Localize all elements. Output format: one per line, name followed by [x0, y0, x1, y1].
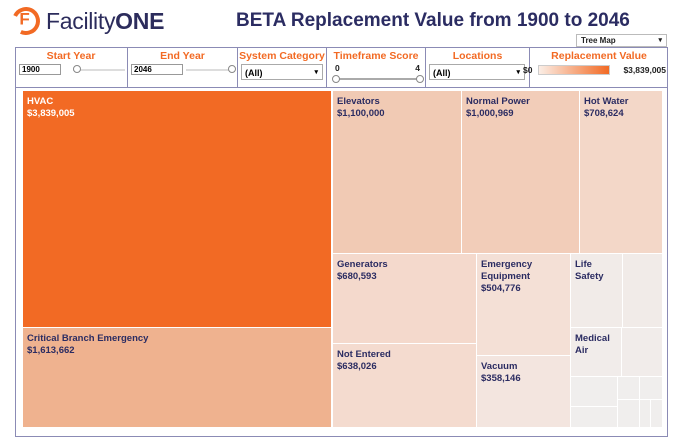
treemap-cell-small[interactable]: [570, 376, 618, 407]
cell-value: $358,146: [481, 373, 521, 384]
end-year-handle[interactable]: [228, 65, 236, 73]
cell-name: Vacuum: [481, 361, 518, 372]
cell-value: $3,839,005: [27, 108, 75, 119]
filter-bar: Start Year 1900 End Year 2046 System Cat…: [15, 47, 668, 88]
start-year-filter: Start Year 1900: [15, 47, 128, 87]
cell-value: $708,624: [584, 108, 624, 119]
legend-min: $0: [523, 65, 533, 75]
cell-value: $1,613,662: [27, 345, 75, 356]
page-title: BETA Replacement Value from 1900 to 2046: [236, 10, 630, 31]
logo-text-bold: ONE: [115, 7, 165, 34]
system-category-label: System Category: [239, 50, 325, 62]
cell-value: $504,776: [481, 283, 521, 294]
timeframe-min: 0: [335, 63, 340, 73]
treemap-cell-small[interactable]: [621, 327, 663, 377]
system-category-filter: System Category (All) ▾: [238, 47, 327, 87]
cell-name: Life Safety: [575, 259, 604, 282]
treemap-cell-normal-power[interactable]: Normal Power $1,000,969: [461, 90, 580, 254]
end-year-filter: End Year 2046: [128, 47, 238, 87]
end-year-slider[interactable]: [186, 69, 232, 71]
start-year-handle[interactable]: [73, 65, 81, 73]
timeframe-slider[interactable]: [335, 78, 419, 80]
treemap-cell-small[interactable]: [570, 406, 618, 428]
cell-name: Hot Water: [584, 96, 629, 107]
view-selector[interactable]: Tree Map ▾: [576, 34, 667, 47]
start-year-slider[interactable]: [73, 69, 125, 71]
system-category-dropdown[interactable]: (All) ▾: [241, 64, 323, 80]
treemap-cell-hot-water[interactable]: Hot Water $708,624: [579, 90, 663, 254]
treemap-cell-vacuum[interactable]: Vacuum $358,146: [476, 355, 571, 428]
cell-value: $638,026: [337, 361, 377, 372]
cell-name: Generators: [337, 259, 388, 270]
treemap-cell-small[interactable]: [622, 253, 663, 328]
cell-name: HVAC: [27, 96, 54, 107]
cell-name: Critical Branch Emergency: [27, 333, 149, 344]
locations-dropdown[interactable]: (All) ▾: [429, 64, 525, 80]
end-year-label: End Year: [160, 50, 205, 62]
chevron-down-icon: ▾: [658, 37, 662, 44]
system-category-value: (All): [245, 68, 263, 78]
start-year-label: Start Year: [46, 50, 96, 62]
cell-name: Elevators: [337, 96, 380, 107]
replacement-value-label: Replacement Value: [551, 50, 647, 62]
timeframe-score-label: Timeframe Score: [333, 50, 419, 62]
cell-name: Emergency Equipment: [481, 259, 533, 282]
cell-name: Normal Power: [466, 96, 530, 107]
logo-text: FacilityONE: [46, 8, 164, 35]
chevron-down-icon: ▾: [516, 69, 520, 76]
locations-label: Locations: [452, 50, 503, 62]
cell-value: $1,100,000: [337, 108, 385, 119]
timeframe-min-handle[interactable]: [332, 75, 340, 83]
timeframe-score-filter: Timeframe Score 0 4: [327, 47, 426, 87]
start-year-input[interactable]: 1900: [19, 64, 61, 75]
treemap-cell-small[interactable]: [650, 399, 663, 428]
cell-value: $680,593: [337, 271, 377, 282]
treemap-cell-generators[interactable]: Generators $680,593: [332, 253, 477, 344]
cell-name: Not Entered: [337, 349, 391, 360]
treemap-cell-small[interactable]: [617, 376, 640, 400]
treemap-cell-small[interactable]: [639, 376, 663, 400]
treemap-cell-not-entered[interactable]: Not Entered $638,026: [332, 343, 477, 428]
chevron-down-icon: ▾: [314, 69, 318, 76]
treemap-cell-medical-air[interactable]: Medical Air: [570, 327, 622, 377]
locations-filter: Locations (All) ▾: [426, 47, 530, 87]
timeframe-max: 4: [415, 63, 420, 73]
treemap-cell-hvac[interactable]: HVAC $3,839,005: [22, 90, 332, 328]
facilityone-logo: F FacilityONE: [8, 3, 164, 39]
end-year-input[interactable]: 2046: [131, 64, 183, 75]
treemap-cell-small[interactable]: [617, 399, 640, 428]
treemap-cell-emergency-equipment[interactable]: Emergency Equipment $504,776: [476, 253, 571, 356]
cell-value: $1,000,969: [466, 108, 514, 119]
treemap-cell-critical-branch[interactable]: Critical Branch Emergency $1,613,662: [22, 327, 332, 428]
logo-text-light: Facility: [46, 7, 116, 34]
locations-value: (All): [433, 68, 451, 78]
treemap-cell-elevators[interactable]: Elevators $1,100,000: [332, 90, 462, 254]
logo-letter: F: [19, 9, 30, 29]
view-selector-value: Tree Map: [581, 36, 616, 45]
timeframe-max-handle[interactable]: [416, 75, 424, 83]
cell-name: Medical Air: [575, 333, 610, 356]
logo-icon: F: [8, 3, 44, 39]
treemap-cell-life-safety[interactable]: Life Safety: [570, 253, 623, 328]
color-gradient: [538, 65, 610, 75]
replacement-value-legend: Replacement Value $0 $3,839,005: [523, 47, 668, 87]
legend-max: $3,839,005: [623, 65, 666, 75]
